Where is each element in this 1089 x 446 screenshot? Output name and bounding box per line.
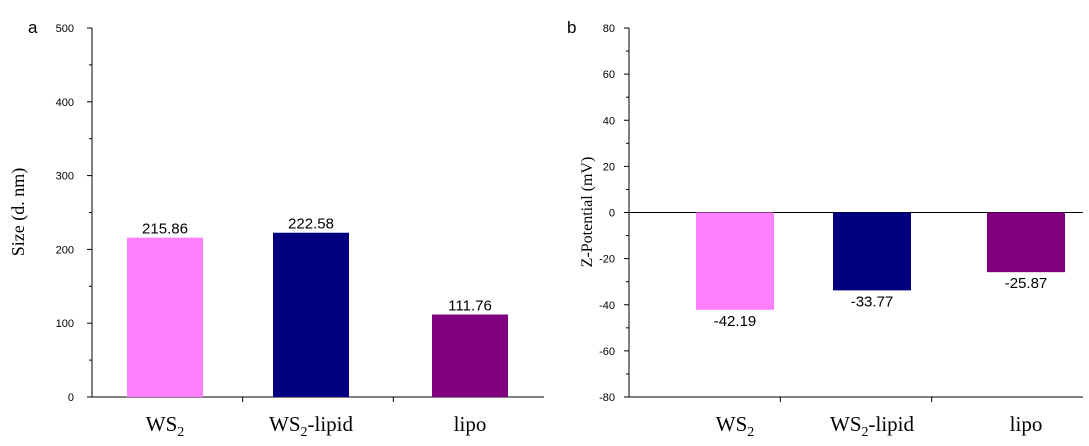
- panel-b-y-tick-label: 40: [603, 115, 615, 127]
- panel-b-y-tick-label: -60: [599, 346, 615, 358]
- panel-b-y-tick-label: 20: [603, 161, 615, 173]
- panel-a-y-tick-label: 300: [56, 171, 74, 183]
- panel-a-y-tick-label: 100: [56, 318, 74, 330]
- panel-a-bar-0: [127, 237, 203, 397]
- panel-a-y-tick-label: 500: [56, 23, 74, 35]
- panel-b-y-axis-title: Z-Potential (mV): [579, 157, 596, 268]
- panel-b-category-label-1: WS2-lipid: [830, 412, 914, 440]
- panel-a-y-tick-label: 0: [68, 392, 74, 404]
- panel-a-category-label-2: lipo: [454, 412, 487, 436]
- panel-a-category-label-0: WS2: [146, 412, 185, 440]
- panel-b-y-tick-label: -40: [599, 300, 615, 312]
- panel-b-data-label-1: -33.77: [851, 293, 894, 310]
- panel-a-y-axis-title: Size (d. nm): [8, 168, 29, 256]
- panel-a-bar-2: [432, 314, 508, 397]
- panel-b-bar-0: [696, 212, 774, 310]
- panel-b-y-tick-label: 80: [603, 23, 615, 35]
- panel-a-category-label-1: WS2-lipid: [269, 412, 353, 440]
- panel-a-y-tick-label: 200: [56, 244, 74, 256]
- panel-a-data-label-2: 111.76: [448, 298, 492, 315]
- panel-b-bar-1: [833, 212, 911, 291]
- panel-a-letter: a: [28, 18, 38, 37]
- panel-b: b Z-Potential (mV) -80 -60 -40 -20 0 20 40 60 80 -4…: [567, 18, 1083, 440]
- panel-b-y-tick-label: 0: [609, 208, 615, 220]
- panel-a-bar-1: [273, 232, 349, 397]
- panel-b-category-label-0: WS2: [716, 412, 755, 440]
- panel-b-bar-2: [987, 212, 1065, 273]
- panel-a-data-label-1: 222.58: [288, 216, 334, 233]
- panel-a-data-label-0: 215.86: [142, 221, 188, 238]
- panel-b-y-tick-label: -20: [599, 254, 615, 266]
- panel-a-y-tick-label: 400: [56, 97, 74, 109]
- panel-b-y-tick-label: 60: [603, 69, 615, 81]
- panel-b-y-tick-label: -80: [599, 392, 615, 404]
- panel-b-data-label-2: -25.87: [1005, 275, 1048, 292]
- panel-b-category-label-2: lipo: [1010, 412, 1043, 436]
- panel-b-letter: b: [567, 18, 576, 37]
- panel-b-data-label-0: -42.19: [714, 313, 757, 330]
- panel-a: a Size (d. nm) 0 100 200 300 400 500 215.86 WS2 22…: [8, 18, 544, 440]
